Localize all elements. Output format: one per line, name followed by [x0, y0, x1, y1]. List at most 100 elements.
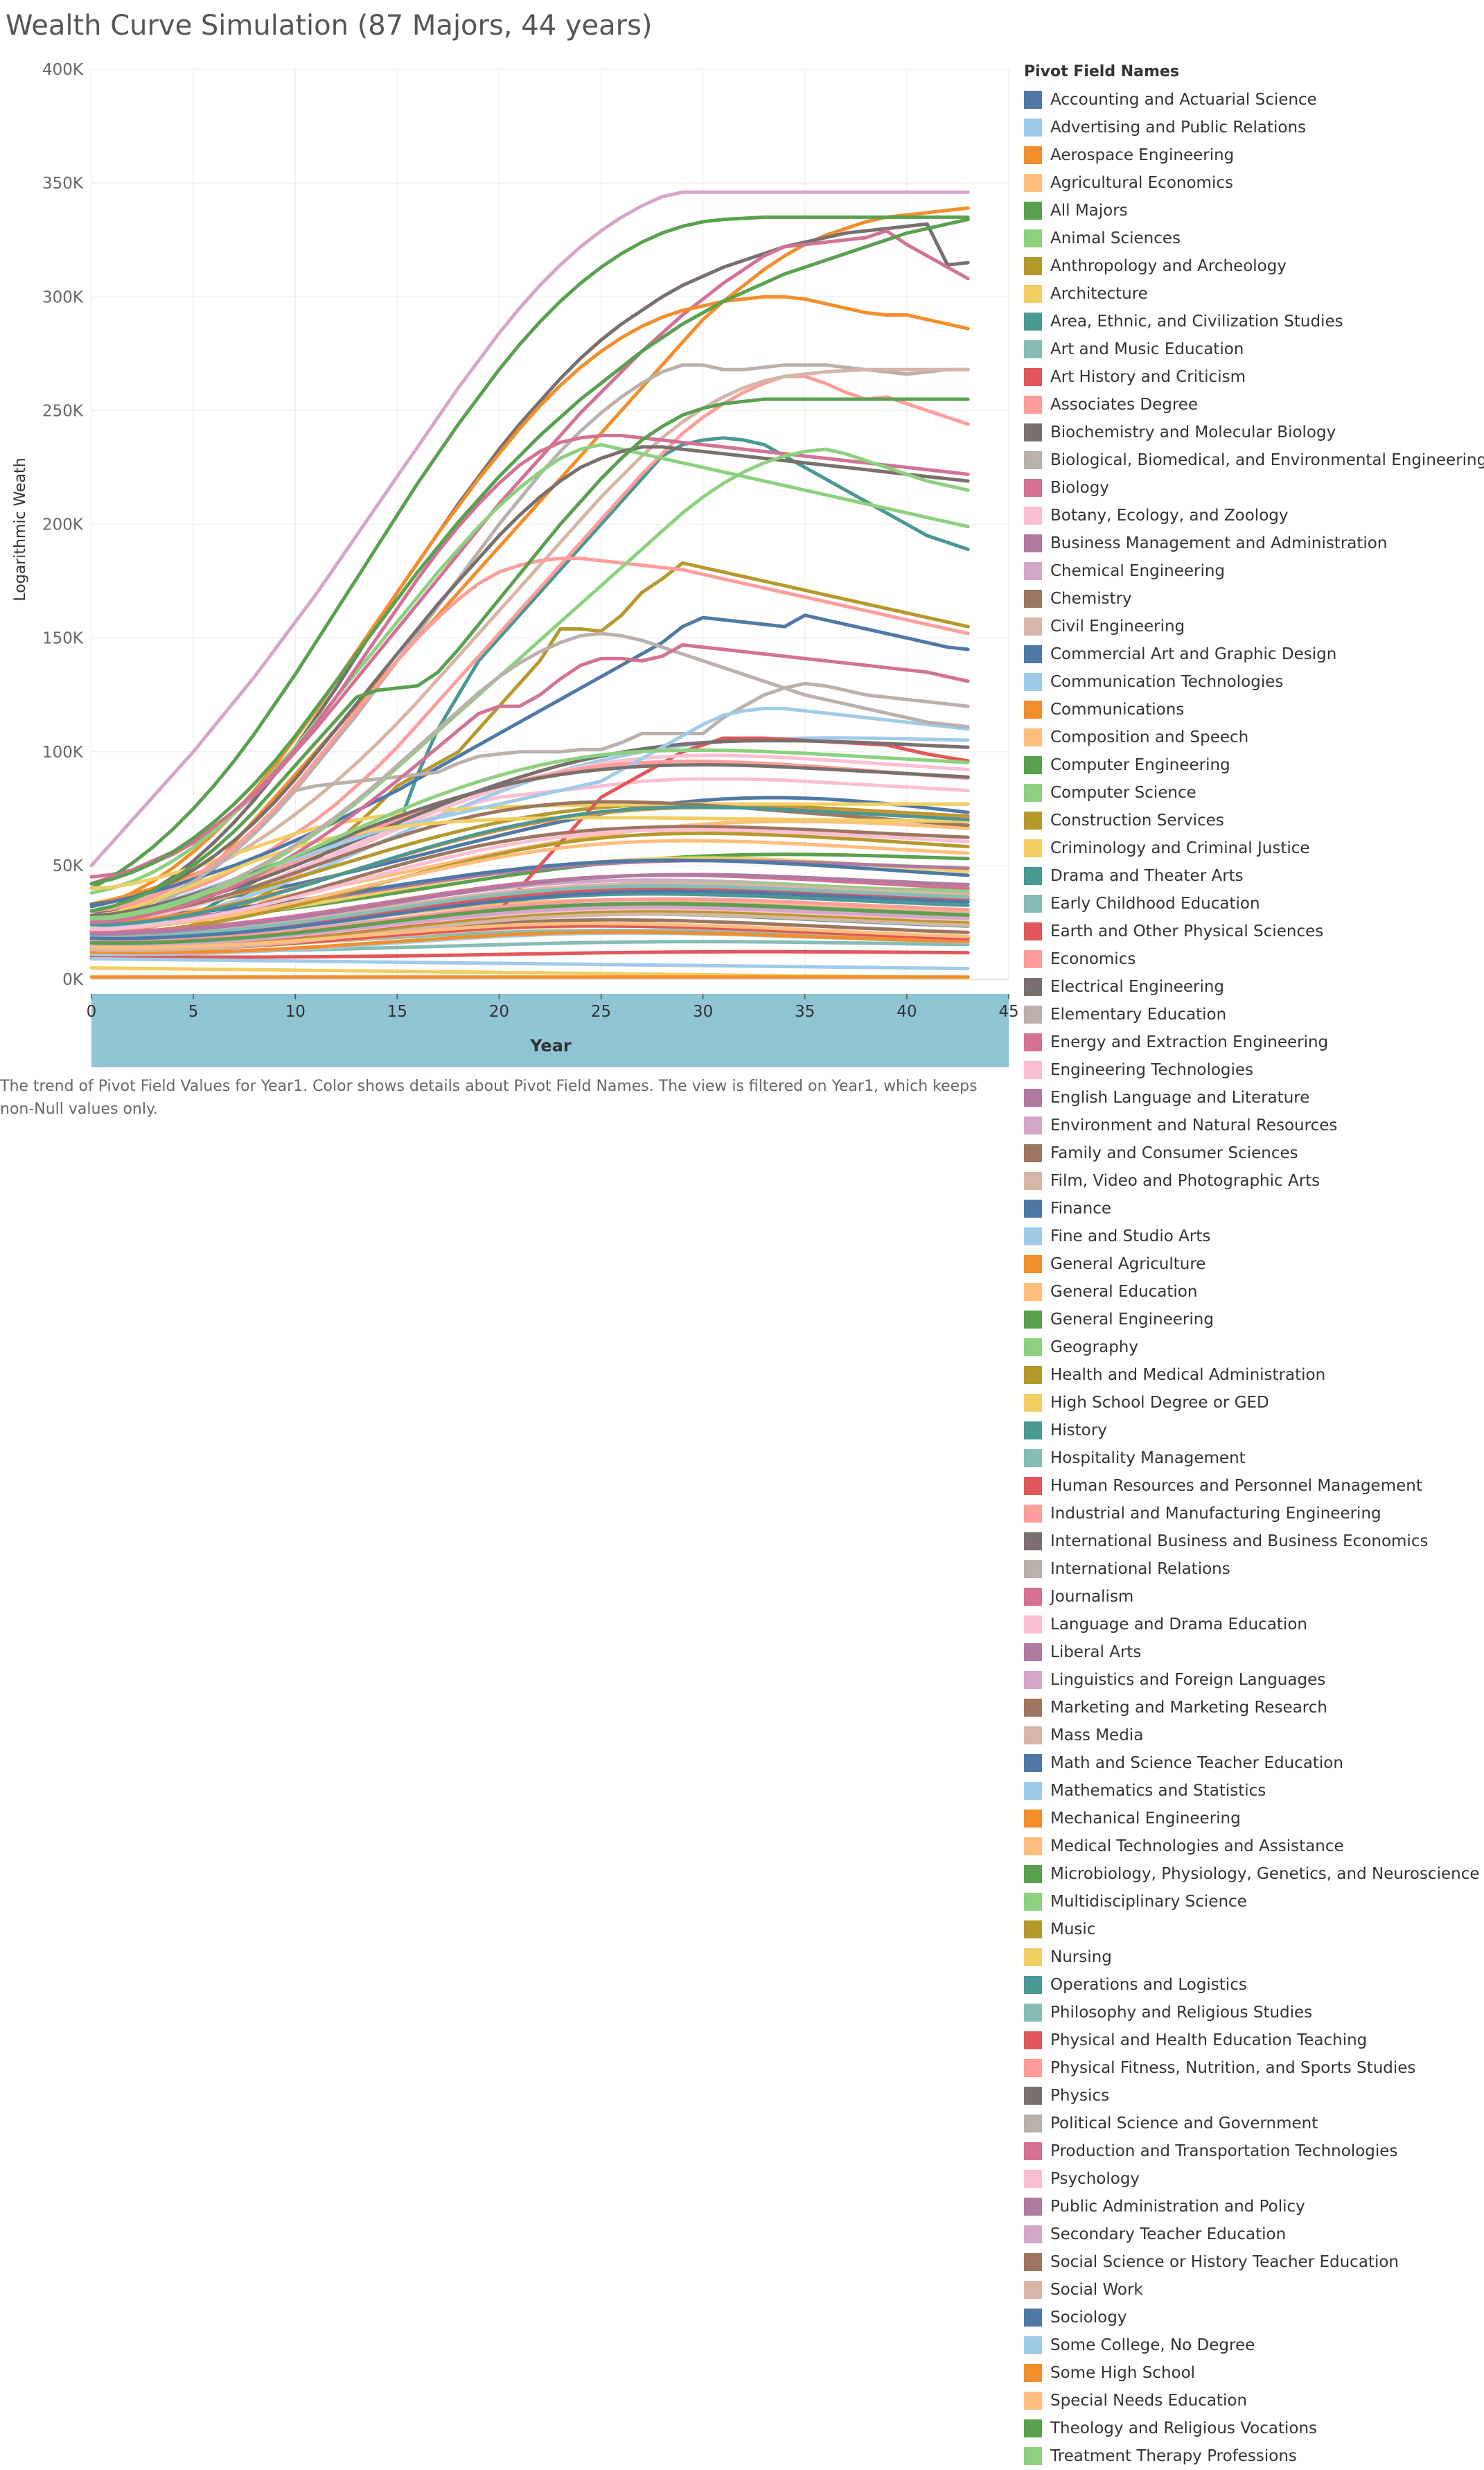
series-line[interactable]: Art History and Criticism — [89, 949, 970, 959]
legend-item[interactable]: Engineering Technologies — [1024, 1056, 1253, 1084]
legend-item[interactable]: Microbiology, Physiology, Genetics, and … — [1024, 1860, 1480, 1888]
series-line[interactable]: Microbiology, Physiology, Genetics, and … — [89, 218, 970, 886]
legend-item[interactable]: International Business and Business Econ… — [1024, 1527, 1428, 1555]
series-line[interactable]: International Business and Business Econ… — [89, 739, 970, 920]
legend-item[interactable]: General Agriculture — [1024, 1250, 1205, 1278]
legend-item[interactable]: Marketing and Marketing Research — [1024, 1694, 1327, 1722]
legend-item[interactable]: Industrial and Manufacturing Engineering — [1024, 1500, 1381, 1527]
legend-item[interactable]: Sociology — [1024, 2304, 1127, 2331]
legend-item[interactable]: Physical Fitness, Nutrition, and Sports … — [1024, 2054, 1415, 2082]
legend-item[interactable]: Health and Medical Administration — [1024, 1361, 1325, 1389]
legend-item[interactable]: Early Childhood Education — [1024, 890, 1260, 918]
legend-item[interactable]: Computer Engineering — [1024, 751, 1230, 779]
legend-item[interactable]: Civil Engineering — [1024, 613, 1185, 640]
series-line[interactable]: Nursing — [89, 816, 970, 918]
legend-item[interactable]: Commercial Art and Graphic Design — [1024, 640, 1336, 668]
legend-item[interactable]: Multidisciplinary Science — [1024, 1888, 1247, 1916]
series-line[interactable]: Treatment Therapy Professions — [89, 748, 970, 920]
series-line[interactable]: General Agriculture — [89, 930, 970, 955]
legend-item[interactable]: Agricultural Economics — [1024, 169, 1233, 197]
legend-item[interactable]: Accounting and Actuarial Science — [1024, 86, 1317, 114]
legend-item[interactable]: Special Needs Education — [1024, 2387, 1247, 2415]
legend-item[interactable]: Social Work — [1024, 2276, 1143, 2304]
legend-item[interactable]: Earth and Other Physical Sciences — [1024, 918, 1323, 945]
legend-item[interactable]: Journalism — [1024, 1583, 1133, 1611]
series-line[interactable]: Psychology — [89, 827, 970, 931]
series-line[interactable]: Social Work — [89, 912, 970, 952]
series-line[interactable]: Secondary Teacher Education — [89, 905, 970, 947]
series-line[interactable]: Commercial Art and Graphic Design — [89, 858, 970, 919]
legend-item[interactable]: Philosophy and Religious Studies — [1024, 1999, 1312, 2026]
legend-item[interactable]: Mathematics and Statistics — [1024, 1777, 1266, 1805]
legend-item[interactable]: Chemistry — [1024, 585, 1132, 613]
series-line[interactable]: Economics — [89, 557, 970, 913]
legend-item[interactable]: Construction Services — [1024, 807, 1224, 834]
legend-item[interactable]: Physical and Health Education Teaching — [1024, 2026, 1367, 2054]
series-line[interactable]: Philosophy and Religious Studies — [89, 884, 970, 938]
series-line[interactable]: Marketing and Marketing Research — [89, 800, 970, 922]
legend-item[interactable]: International Relations — [1024, 1555, 1230, 1583]
legend-item[interactable]: History — [1024, 1417, 1107, 1444]
series-line[interactable]: Chemical Engineering — [89, 190, 970, 868]
legend-item[interactable]: Biochemistry and Molecular Biology — [1024, 419, 1336, 446]
series-line[interactable]: Special Needs Education — [89, 922, 970, 949]
legend-item[interactable]: Architecture — [1024, 280, 1148, 308]
legend-item[interactable]: Liberal Arts — [1024, 1638, 1141, 1666]
legend-item[interactable]: Aerospace Engineering — [1024, 141, 1234, 169]
legend-item[interactable]: Environment and Natural Resources — [1024, 1112, 1337, 1139]
legend-item[interactable]: Art History and Criticism — [1024, 363, 1246, 391]
legend-item[interactable]: Family and Consumer Sciences — [1024, 1139, 1298, 1167]
legend-item[interactable]: Treatment Therapy Professions — [1024, 2442, 1297, 2470]
series-line[interactable]: Some College, No Degree — [89, 957, 970, 971]
legend-item[interactable]: Physics — [1024, 2082, 1109, 2110]
series-line[interactable]: International Relations — [89, 681, 970, 918]
legend-item[interactable]: Biology — [1024, 474, 1109, 502]
legend-item[interactable]: Chemical Engineering — [1024, 557, 1225, 585]
legend-item[interactable]: Elementary Education — [1024, 1001, 1226, 1028]
legend-item[interactable]: Language and Drama Education — [1024, 1611, 1307, 1638]
legend-item[interactable]: Production and Transportation Technologi… — [1024, 2137, 1397, 2165]
legend-item[interactable]: Associates Degree — [1024, 391, 1198, 419]
legend-item[interactable]: General Education — [1024, 1278, 1197, 1306]
series-line[interactable]: Public Administration and Policy — [89, 873, 970, 936]
series-line[interactable]: Medical Technologies and Assistance — [89, 839, 970, 931]
legend-item[interactable]: Drama and Theater Arts — [1024, 862, 1244, 890]
series-line[interactable]: Operations and Logistics — [89, 805, 970, 927]
legend-item[interactable]: Economics — [1024, 945, 1136, 973]
series-line[interactable]: Political Science and Government — [89, 631, 970, 920]
legend-item[interactable]: Public Administration and Policy — [1024, 2193, 1305, 2221]
legend-item[interactable]: Operations and Logistics — [1024, 1971, 1247, 1999]
legend-item[interactable]: High School Degree or GED — [1024, 1389, 1269, 1417]
legend-item[interactable]: Electrical Engineering — [1024, 973, 1224, 1001]
legend-item[interactable]: Linguistics and Foreign Languages — [1024, 1666, 1325, 1694]
series-line[interactable]: General Engineering — [89, 397, 970, 913]
legend-item[interactable]: Animal Sciences — [1024, 225, 1181, 252]
legend-item[interactable]: Communication Technologies — [1024, 668, 1283, 696]
legend-item[interactable]: Finance — [1024, 1195, 1111, 1223]
series-line[interactable]: Health and Medical Administration — [89, 831, 970, 936]
series-line[interactable]: Finance — [89, 613, 970, 909]
legend-item[interactable]: Human Resources and Personnel Management — [1024, 1472, 1422, 1500]
legend-item[interactable]: General Engineering — [1024, 1306, 1214, 1333]
legend-item[interactable]: Some College, No Degree — [1024, 2331, 1255, 2359]
legend-item[interactable]: Hospitality Management — [1024, 1444, 1246, 1472]
legend-item[interactable]: Advertising and Public Relations — [1024, 114, 1306, 141]
series-line[interactable]: Theology and Religious Vocations — [89, 902, 970, 945]
series-line[interactable]: Sociology — [89, 889, 970, 941]
legend-item[interactable]: Social Science or History Teacher Educat… — [1024, 2248, 1399, 2276]
legend-item[interactable]: Secondary Teacher Education — [1024, 2221, 1286, 2248]
legend-item[interactable]: Some High School — [1024, 2359, 1195, 2387]
legend-item[interactable]: Mechanical Engineering — [1024, 1805, 1241, 1832]
legend-item[interactable]: Computer Science — [1024, 779, 1196, 807]
legend-item[interactable]: Communications — [1024, 696, 1184, 724]
legend-item[interactable]: Film, Video and Photographic Arts — [1024, 1167, 1320, 1195]
series-line[interactable]: Computer Engineering — [89, 215, 970, 891]
legend-item[interactable]: Music — [1024, 1916, 1095, 1943]
legend-item[interactable]: Math and Science Teacher Education — [1024, 1749, 1343, 1777]
legend-item[interactable]: Political Science and Government — [1024, 2110, 1318, 2137]
legend-item[interactable]: English Language and Literature — [1024, 1084, 1309, 1112]
legend-item[interactable]: Energy and Extraction Engineering — [1024, 1028, 1328, 1056]
legend-item[interactable]: All Majors — [1024, 197, 1128, 225]
series-line[interactable]: Mass Media — [89, 882, 970, 936]
legend-item[interactable]: Composition and Speech — [1024, 724, 1248, 751]
